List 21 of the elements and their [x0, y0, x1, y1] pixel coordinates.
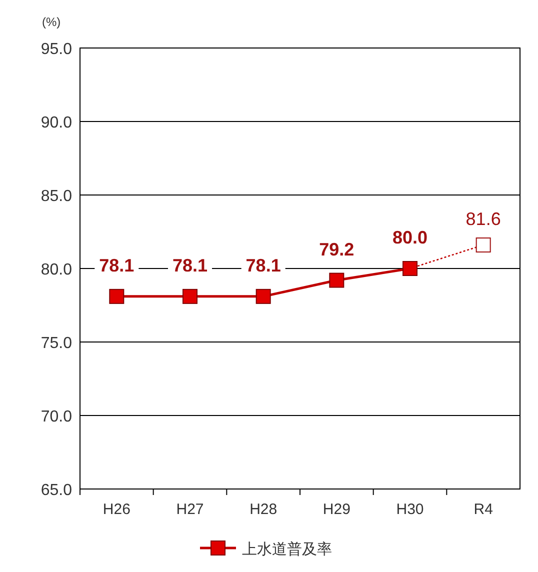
x-tick-label: H30 [396, 501, 424, 518]
y-tick-label: 90.0 [40, 114, 72, 132]
legend-label: 上水道普及率 [242, 541, 332, 558]
y-tick-label: 85.0 [40, 188, 72, 205]
data-label: 79.2 [319, 239, 354, 260]
x-tick-label: H28 [250, 501, 278, 518]
y-tick-label: 75.0 [40, 335, 72, 352]
data-label: 78.1 [99, 255, 134, 276]
x-tick-label: H29 [322, 501, 350, 518]
y-tick-label: 95.0 [40, 41, 72, 58]
y-tick-label: 65.0 [40, 482, 72, 499]
data-label: 78.1 [172, 255, 208, 276]
data-label: 78.1 [246, 255, 281, 276]
x-tick-label: R4 [474, 501, 493, 518]
y-tick-label: 70.0 [40, 408, 72, 426]
data-label: 80.0 [392, 228, 428, 248]
x-tick-label: H26 [102, 501, 130, 518]
y-axis-title: (%) [42, 15, 61, 29]
y-tick-label: 80.0 [40, 262, 72, 278]
data-label: 81.6 [466, 208, 501, 229]
x-tick-label: H27 [176, 501, 204, 518]
